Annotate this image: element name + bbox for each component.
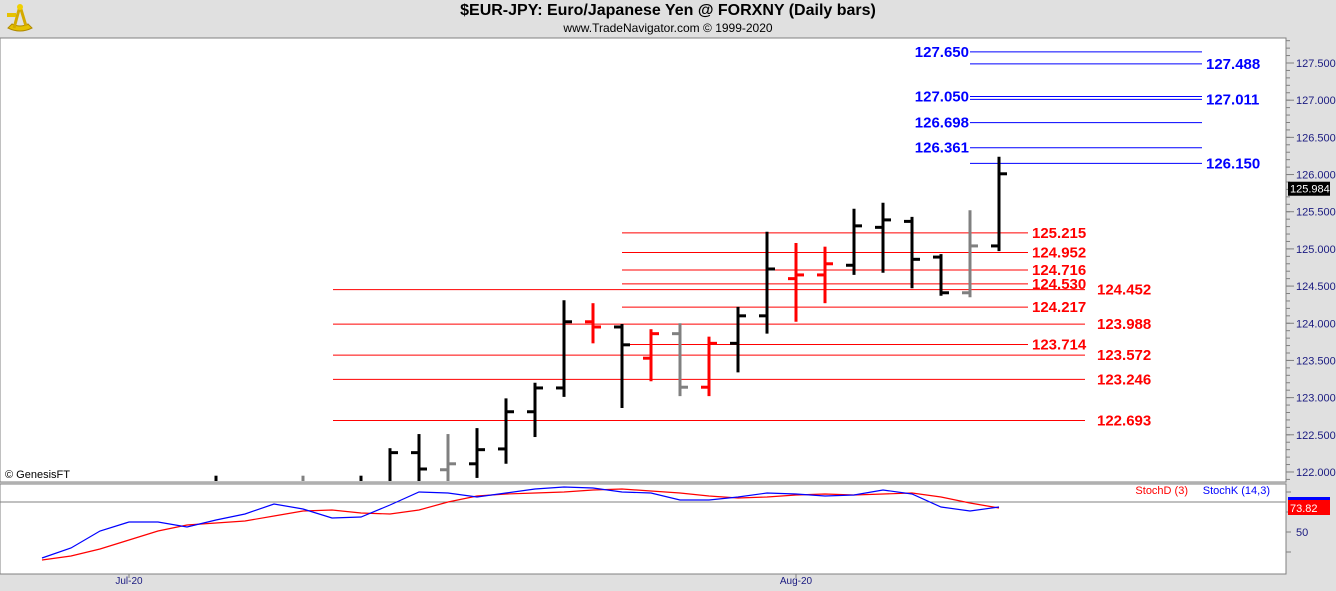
price-tick-label: 123.500 [1296,355,1336,367]
date-axis: Jul-20 Aug-20 [115,574,813,587]
copyright-label: © GenesisFT [5,469,70,481]
last-price-label: 125.984 [1290,184,1330,196]
level-label: 126.150 [1206,155,1260,172]
price-tick-label: 127.000 [1296,95,1336,107]
level-label: 124.452 [1097,282,1151,299]
price-tick-label: 124.500 [1296,281,1336,293]
level-label: 122.693 [1097,412,1151,429]
date-label: Aug-20 [780,576,813,587]
level-label: 127.488 [1206,56,1260,73]
price-axis: 127.500 127.000 126.500 126.000 125.500 125.0… [1285,38,1336,482]
level-label: 125.215 [1032,225,1086,242]
last-price-badge [1288,181,1330,196]
price-tick-label: 126.500 [1296,132,1336,144]
level-label: 123.714 [1032,337,1087,354]
price-tick-label: 122.000 [1296,467,1336,479]
level-label: 127.011 [1206,91,1259,108]
date-label: Jul-20 [115,576,143,587]
price-tick-label: 126.000 [1296,170,1336,182]
level-label: 123.572 [1097,347,1151,364]
legend-stoch-d: StochD (3) [1135,485,1188,497]
level-label: 123.246 [1097,371,1151,388]
level-label: 126.361 [915,140,969,157]
level-label: 124.217 [1032,299,1086,316]
stoch-series-line [41,486,1000,559]
stochastic-lines: 50 StochD (3) StochK (14,3) 73.82 [0,484,1330,574]
price-tick-label: 123.000 [1296,393,1336,405]
level-label: 127.650 [915,44,969,61]
price-panel [0,37,1287,483]
stoch-k-marker [1288,497,1330,500]
stoch-value-badge [1288,500,1330,515]
sextant-logo-icon [4,2,36,39]
price-bars [214,156,1007,481]
level-label: 126.698 [915,115,969,132]
price-tick-label: 125.000 [1296,244,1336,256]
level-label: 127.050 [915,88,969,105]
price-tick-label: 125.500 [1296,207,1336,219]
stoch-tick-label: 50 [1296,527,1308,539]
price-tick-label: 122.500 [1296,430,1336,442]
legend-stoch-k: StochK (14,3) [1203,485,1270,497]
level-label: 123.988 [1097,316,1151,333]
chart-subtitle: www.TradeNavigator.com © 1999-2020 [563,21,773,35]
price-tick-label: 127.500 [1296,58,1336,70]
chart-title: $EUR-JPY: Euro/Japanese Yen @ FORXNY (Da… [460,2,876,19]
level-label: 124.530 [1032,276,1086,293]
stoch-last-value: 73.82 [1290,503,1318,515]
level-label: 124.952 [1032,244,1086,261]
stochastic-panel [0,483,1287,575]
level-label: 124.716 [1032,262,1086,279]
price-tick-label: 124.000 [1296,318,1336,330]
